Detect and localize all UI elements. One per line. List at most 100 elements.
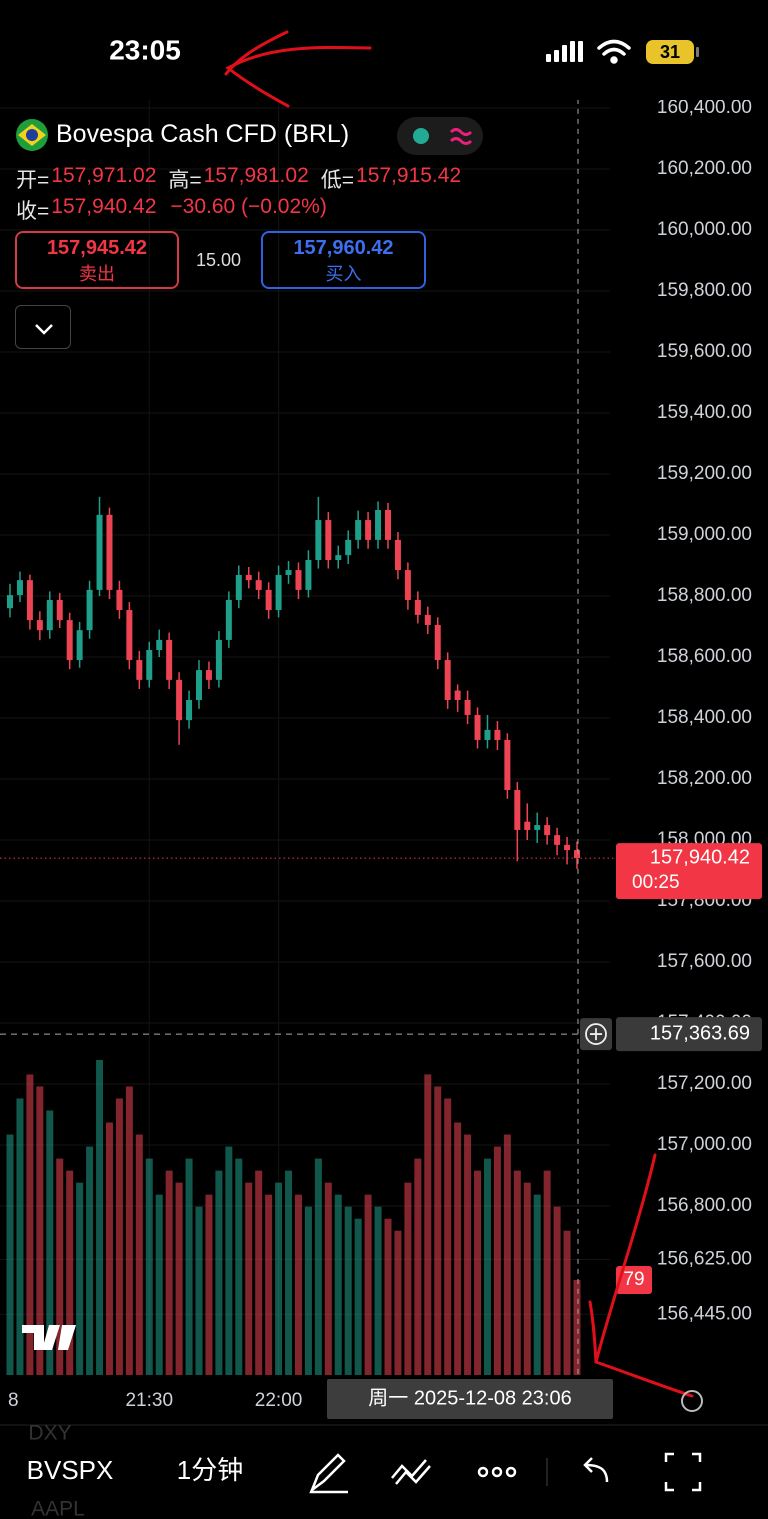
volume-bar <box>245 1182 253 1375</box>
y-tick-label: 159,400.00 <box>657 402 752 423</box>
volume-bar <box>314 1158 322 1375</box>
collapse-button[interactable] <box>15 305 71 349</box>
indicator-icon[interactable] <box>391 1459 431 1485</box>
fullscreen-icon[interactable] <box>664 1452 702 1492</box>
volume-bar <box>573 1280 581 1375</box>
candle-body <box>365 520 372 540</box>
high-label: 高= <box>168 169 202 192</box>
volume-bar <box>86 1146 94 1375</box>
candle-body <box>564 844 571 851</box>
candle-body <box>355 520 362 540</box>
volume-bar <box>46 1110 54 1375</box>
annotation-arrow-bottom <box>588 1153 694 1398</box>
candle-body <box>544 825 551 836</box>
x-tick-label: 21:30 <box>125 1390 173 1411</box>
open-value: 157,971.02 <box>51 164 157 187</box>
volume-bar <box>553 1206 561 1375</box>
high-value: 157,981.02 <box>203 164 309 187</box>
clock: 23:05 <box>109 34 181 65</box>
volume-bar <box>205 1194 213 1375</box>
volume-bar <box>464 1134 472 1375</box>
y-tick-label: 160,000.00 <box>657 219 752 240</box>
candle-body <box>16 580 23 596</box>
sell-button[interactable]: 157,945.42 卖出 <box>15 231 179 289</box>
chevron <box>35 324 53 335</box>
settings-icon[interactable] <box>681 1390 703 1412</box>
volume-bar <box>404 1182 412 1375</box>
candle-body <box>514 789 521 830</box>
low-value: 157,915.42 <box>356 164 462 187</box>
volume-bar <box>26 1074 34 1375</box>
volume-bar <box>294 1194 302 1375</box>
candle-body <box>156 639 163 650</box>
volume-bar <box>364 1194 372 1375</box>
volume-bar <box>16 1098 24 1375</box>
y-tick-label: 158,400.00 <box>657 707 752 728</box>
more-icon[interactable] <box>477 1466 517 1478</box>
candle-body <box>196 670 202 701</box>
candle-body <box>7 595 13 609</box>
candle-body <box>66 620 73 661</box>
candle-body <box>434 624 441 661</box>
candle-body <box>186 700 193 721</box>
close-row: 收= 157,940.42 −30.60 (−0.02%) <box>16 195 327 225</box>
volume-bar <box>334 1194 342 1375</box>
candle-body <box>96 514 103 590</box>
undo-icon[interactable] <box>583 1457 609 1483</box>
volume-bar <box>563 1230 571 1375</box>
volume-bar <box>165 1170 173 1375</box>
change-value: −30.60 (−0.02%) <box>170 195 327 218</box>
last-price-label: 157,940.42 <box>650 846 750 868</box>
candle-body <box>56 599 63 621</box>
candle-body <box>504 739 511 790</box>
candle-body <box>275 574 282 611</box>
crosshair-price-label: 157,363.69 <box>650 1022 750 1044</box>
volume-bar <box>493 1146 501 1375</box>
interval-button[interactable]: 1分钟 <box>177 1455 243 1485</box>
volume-bar <box>135 1134 143 1375</box>
volume-bar <box>324 1182 332 1375</box>
volume-bar <box>444 1098 452 1375</box>
draw-tool-icon[interactable] <box>309 1453 348 1494</box>
y-tick-label: 158,600.00 <box>657 646 752 667</box>
y-tick-label: 160,400.00 <box>657 97 752 118</box>
candle-body <box>265 589 272 611</box>
candle-body <box>315 520 322 561</box>
candle-body <box>305 560 312 590</box>
volume-bar <box>105 1122 113 1375</box>
x-tick-label: 8 <box>8 1390 19 1411</box>
y-tick-label: 157,000.00 <box>657 1134 752 1155</box>
crosshair-add-icon <box>585 1023 607 1045</box>
y-tick-label: 157,200.00 <box>657 1073 752 1094</box>
last-price-tag <box>616 843 762 900</box>
candle-body <box>126 610 133 661</box>
volume-bar <box>354 1218 362 1375</box>
battery-level: 31 <box>660 42 680 62</box>
buy-button[interactable]: 157,960.42 买入 <box>261 231 426 289</box>
volume-bar <box>155 1194 163 1375</box>
candle-body <box>146 649 153 680</box>
open-label: 开= <box>16 169 50 192</box>
y-tick-label: 160,200.00 <box>657 158 752 179</box>
crosshair-price-tag <box>616 1017 762 1052</box>
sell-price: 157,945.42 <box>46 237 148 259</box>
volume-bar <box>125 1086 133 1375</box>
candle-body <box>534 825 541 830</box>
volume-bar <box>474 1170 482 1375</box>
x-tick-label: 22:00 <box>255 1390 303 1411</box>
status-pill[interactable] <box>397 117 483 155</box>
crosshair-add-plus <box>590 1028 602 1041</box>
y-tick-label: 159,000.00 <box>657 524 752 545</box>
flag <box>16 119 48 151</box>
candle-body <box>474 714 481 740</box>
symbol-button[interactable]: BVSPX <box>27 1455 114 1485</box>
candle-body <box>494 729 501 740</box>
candle-body <box>225 599 232 640</box>
candle-body <box>136 660 143 680</box>
candle-body <box>484 729 491 740</box>
volume-bar <box>115 1098 123 1375</box>
volume-tag <box>616 1266 652 1295</box>
volume-tag-label: 79 <box>623 1269 644 1290</box>
y-tick-label: 159,800.00 <box>657 280 752 301</box>
volume-bar <box>483 1158 491 1375</box>
